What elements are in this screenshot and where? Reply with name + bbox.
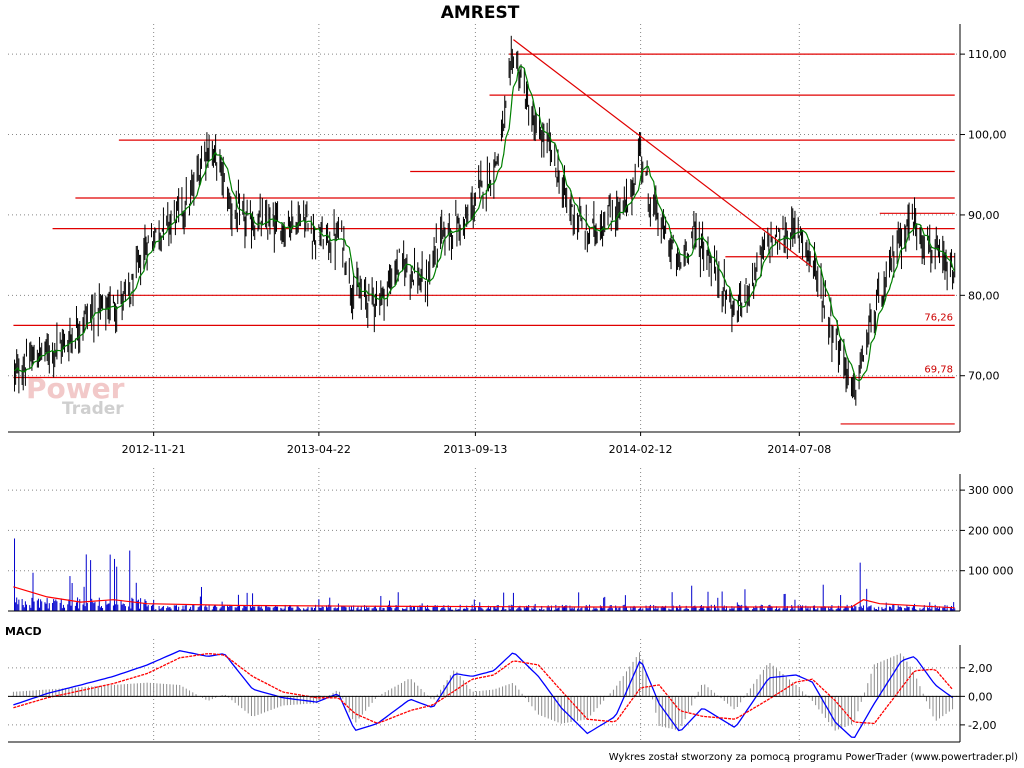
x-tick-label: 2014-02-12 — [609, 443, 673, 456]
volume-y-tick-label: 200 000 — [968, 524, 1014, 537]
chart-title: AMREST — [441, 3, 520, 23]
price-y-tick-label: 110,00 — [968, 48, 1007, 61]
price-y-tick-label: 100,00 — [968, 129, 1007, 142]
macd-y-ticks: 2,00 0,00 -2,00 — [960, 662, 996, 732]
volume-average — [13, 586, 955, 609]
macd-y-tick-label: -2,00 — [968, 719, 996, 732]
volume-y-ticks: 300 000 200 000 100 000 — [960, 484, 1014, 578]
price-y-tick-label: 80,00 — [968, 289, 1000, 302]
x-tick-label: 2012-11-21 — [122, 443, 186, 456]
volume-grid — [8, 468, 960, 611]
watermark-trader-text: Trader — [62, 399, 124, 419]
macd-axes — [8, 645, 961, 743]
price-level-labels: 76,26 69,78 — [924, 312, 953, 375]
x-tick-label: 2013-04-22 — [287, 443, 351, 456]
price-x-ticks: 2012-11-21 2013-04-22 2013-09-13 2014-02-12… — [122, 432, 831, 456]
x-tick-label: 2014-07-08 — [767, 443, 831, 456]
volume-bars — [14, 538, 956, 611]
volume-y-tick-label: 100 000 — [968, 565, 1014, 578]
x-tick-label: 2013-09-13 — [443, 443, 507, 456]
price-trend-line — [513, 39, 813, 268]
volume-average-line — [13, 586, 955, 609]
moving-average-line — [14, 65, 956, 382]
macd-y-tick-label: 2,00 — [968, 662, 993, 675]
macd-panel: MACD 2,00 0,00 -2,00 — [5, 625, 996, 743]
price-moving-average — [14, 65, 956, 382]
macd-lines — [13, 650, 954, 738]
footer-credit: Wykres został stworzony za pomocą progra… — [609, 752, 1018, 763]
price-y-tick-label: 90,00 — [968, 209, 1000, 222]
price-axes — [8, 24, 961, 433]
macd-label: MACD — [5, 625, 42, 638]
price-y-tick-label: 70,00 — [968, 370, 1000, 383]
price-levels — [13, 53, 955, 425]
macd-line — [13, 650, 953, 738]
price-y-ticks: 110,00 100,00 90,00 80,00 70,00 — [960, 48, 1007, 383]
macd-y-tick-label: 0,00 — [968, 690, 993, 703]
level-value-label: 76,26 — [924, 312, 953, 323]
volume-panel: 300 000 200 000 100 000 — [8, 468, 1014, 612]
volume-axes — [8, 474, 961, 612]
descending-trend-line — [513, 39, 813, 268]
level-value-label: 69,78 — [924, 364, 953, 375]
macd-signal-line — [13, 653, 954, 725]
volume-y-tick-label: 300 000 — [968, 484, 1014, 497]
